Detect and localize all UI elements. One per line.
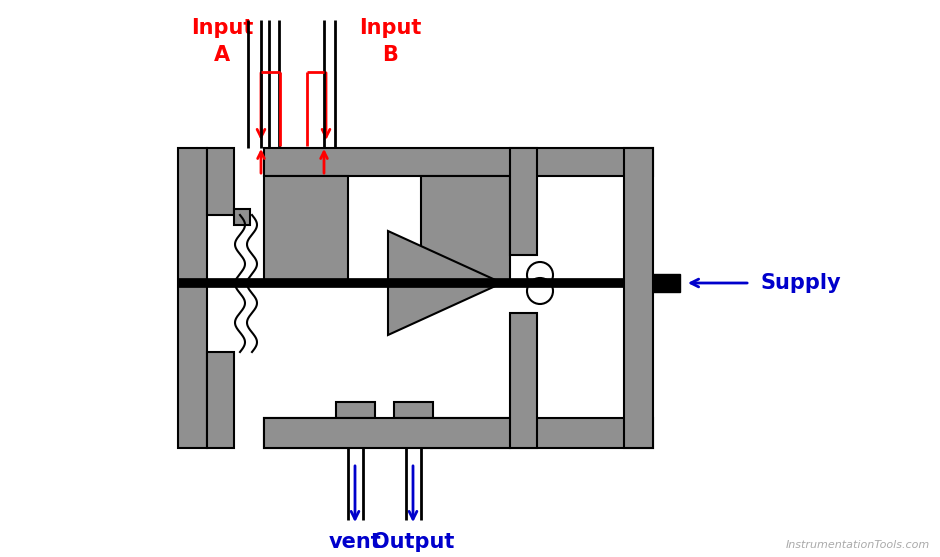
Bar — [207, 148, 234, 215]
Text: Input: Input — [359, 18, 421, 38]
Bar — [336, 402, 375, 418]
Bar — [510, 313, 537, 448]
Text: Supply: Supply — [760, 273, 840, 293]
Text: InstrumentationTools.com: InstrumentationTools.com — [786, 540, 930, 550]
Text: Output: Output — [372, 532, 454, 552]
Bar — [510, 148, 537, 255]
Text: vent: vent — [329, 532, 382, 552]
Bar — [421, 176, 510, 283]
Bar — [624, 148, 653, 448]
Bar — [653, 274, 680, 292]
Bar — [234, 209, 250, 225]
Circle shape — [527, 262, 553, 288]
Text: B: B — [382, 45, 398, 65]
Polygon shape — [388, 231, 502, 335]
Bar — [421, 418, 510, 448]
Bar — [264, 148, 653, 176]
Text: A: A — [214, 45, 230, 65]
Bar — [264, 176, 348, 283]
Bar — [394, 402, 433, 418]
Bar — [264, 418, 348, 448]
Bar — [207, 352, 234, 448]
Bar — [178, 148, 207, 448]
Text: Input: Input — [191, 18, 253, 38]
Bar — [264, 418, 653, 448]
Circle shape — [527, 278, 553, 304]
